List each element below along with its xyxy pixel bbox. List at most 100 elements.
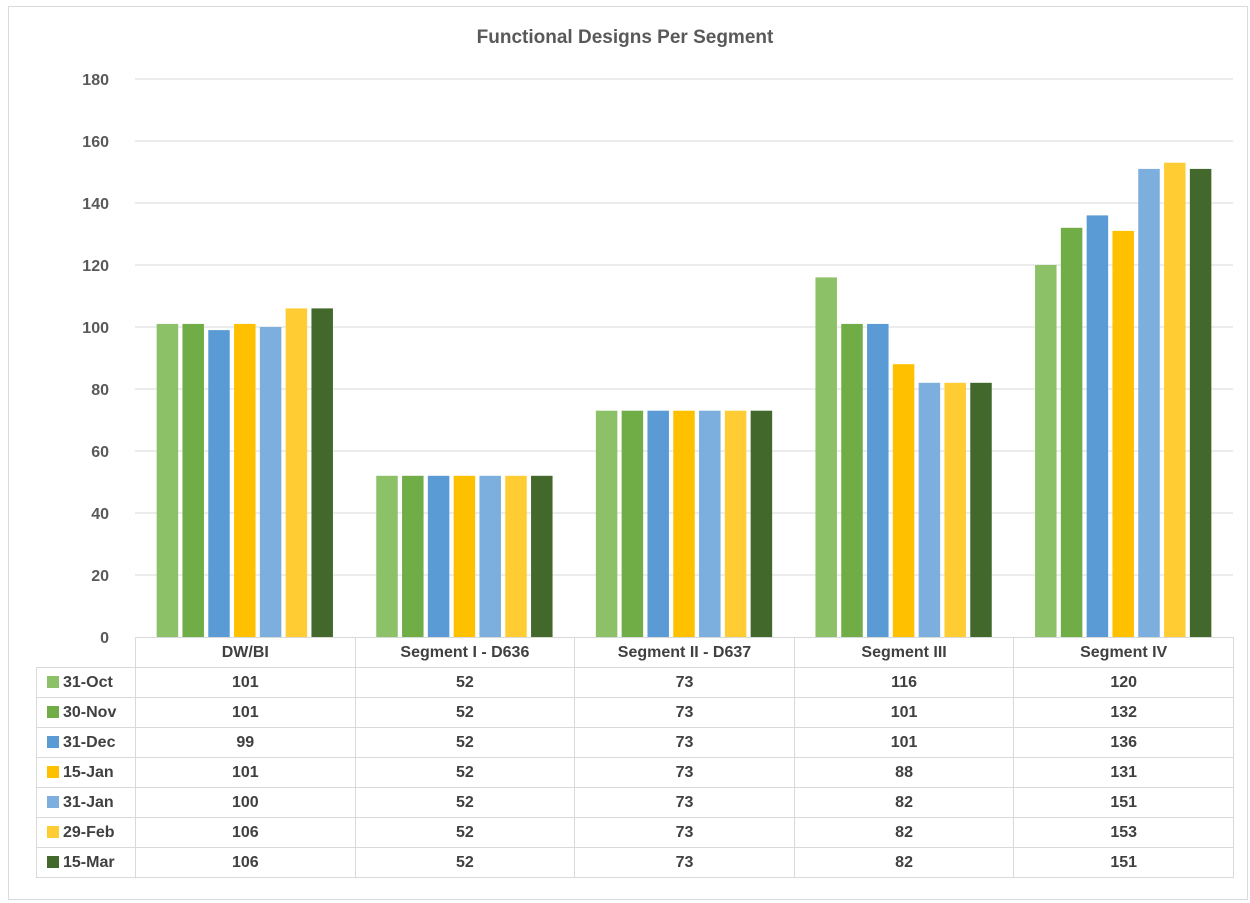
data-label: 52: [355, 668, 575, 698]
data-label: 73: [575, 728, 795, 758]
legend-entry: 30-Nov: [37, 698, 136, 728]
legend-entry: 29-Feb: [37, 818, 136, 848]
table-row: 30-Nov 101 52 73 101 132: [37, 698, 1234, 728]
table-header-row: DW/BI Segment I - D636 Segment II - D637 Se…: [37, 638, 1234, 668]
category-label: Segment III: [794, 638, 1014, 668]
bar: [622, 411, 644, 637]
y-tick-label: 100: [82, 320, 109, 337]
bar: [505, 476, 527, 637]
data-label: 153: [1014, 818, 1234, 848]
legend-entry: 31-Oct: [37, 668, 136, 698]
bar: [893, 364, 915, 637]
bar: [751, 411, 773, 637]
data-label: 73: [575, 788, 795, 818]
legend-label: 31-Oct: [63, 674, 113, 691]
data-label: 151: [1014, 848, 1234, 878]
bar: [376, 476, 398, 637]
data-label: 151: [1014, 788, 1234, 818]
category-label: Segment IV: [1014, 638, 1234, 668]
legend-swatch: [47, 676, 59, 688]
bar: [1164, 163, 1186, 637]
bar: [402, 476, 424, 637]
bar: [208, 330, 230, 637]
legend-label: 15-Mar: [63, 854, 115, 871]
table-row: 15-Mar 106 52 73 82 151: [37, 848, 1234, 878]
legend-swatch: [47, 826, 59, 838]
bar: [919, 383, 941, 637]
legend-label: 30-Nov: [63, 704, 116, 721]
data-label: 132: [1014, 698, 1234, 728]
category-label: Segment I - D636: [355, 638, 575, 668]
legend-label: 31-Dec: [63, 734, 115, 751]
table-row: 29-Feb 106 52 73 82 153: [37, 818, 1234, 848]
y-tick-label: 80: [91, 382, 109, 399]
bar: [647, 411, 669, 637]
legend-swatch: [47, 856, 59, 868]
bar: [454, 476, 476, 637]
data-label: 101: [136, 698, 356, 728]
bar: [841, 324, 863, 637]
legend-entry: 31-Jan: [37, 788, 136, 818]
bar: [157, 324, 179, 637]
bar: [531, 476, 553, 637]
data-label: 82: [794, 788, 1014, 818]
legend-swatch: [47, 796, 59, 808]
bar: [182, 324, 204, 637]
data-label: 100: [136, 788, 356, 818]
data-label: 73: [575, 818, 795, 848]
legend-entry: 15-Jan: [37, 758, 136, 788]
bar: [1190, 169, 1212, 637]
data-label: 101: [136, 668, 356, 698]
table-row: 31-Oct 101 52 73 116 120: [37, 668, 1234, 698]
y-tick-label: 140: [82, 196, 109, 213]
bar: [944, 383, 966, 637]
bar: [260, 327, 282, 637]
bar: [286, 308, 308, 637]
data-label: 99: [136, 728, 356, 758]
y-tick-label: 180: [82, 72, 109, 89]
data-label: 52: [355, 728, 575, 758]
data-label: 120: [1014, 668, 1234, 698]
bar: [699, 411, 721, 637]
table-row: 15-Jan 101 52 73 88 131: [37, 758, 1234, 788]
y-tick-label: 120: [82, 258, 109, 275]
data-label: 136: [1014, 728, 1234, 758]
data-label: 82: [794, 848, 1014, 878]
table-body: 31-Oct 101 52 73 116 120 30-Nov 101 52 73 101 132 31…: [37, 668, 1234, 878]
data-label: 52: [355, 788, 575, 818]
legend-swatch: [47, 706, 59, 718]
data-label: 82: [794, 818, 1014, 848]
data-label: 52: [355, 818, 575, 848]
legend-swatch: [47, 736, 59, 748]
table-row: 31-Jan 100 52 73 82 151: [37, 788, 1234, 818]
legend-label: 31-Jan: [63, 794, 114, 811]
bar: [311, 308, 333, 637]
legend-entry: 31-Dec: [37, 728, 136, 758]
category-label: DW/BI: [136, 638, 356, 668]
bar: [1087, 215, 1109, 637]
data-label: 73: [575, 698, 795, 728]
bars: [157, 163, 1212, 637]
bar: [815, 277, 837, 637]
bar: [1061, 228, 1083, 637]
bar: [867, 324, 889, 637]
data-label: 131: [1014, 758, 1234, 788]
data-label: 101: [794, 698, 1014, 728]
table-corner: [37, 638, 136, 668]
y-tick-label: 60: [91, 444, 109, 461]
bar: [725, 411, 747, 637]
category-label: Segment II - D637: [575, 638, 795, 668]
legend-label: 29-Feb: [63, 824, 115, 841]
bar: [1138, 169, 1160, 637]
bar: [1112, 231, 1134, 637]
bar: [428, 476, 450, 637]
data-label: 52: [355, 758, 575, 788]
legend-entry: 15-Mar: [37, 848, 136, 878]
data-label: 116: [794, 668, 1014, 698]
data-table: DW/BI Segment I - D636 Segment II - D637 Se…: [36, 637, 1234, 878]
data-label: 73: [575, 848, 795, 878]
bar: [673, 411, 695, 637]
data-label: 73: [575, 668, 795, 698]
